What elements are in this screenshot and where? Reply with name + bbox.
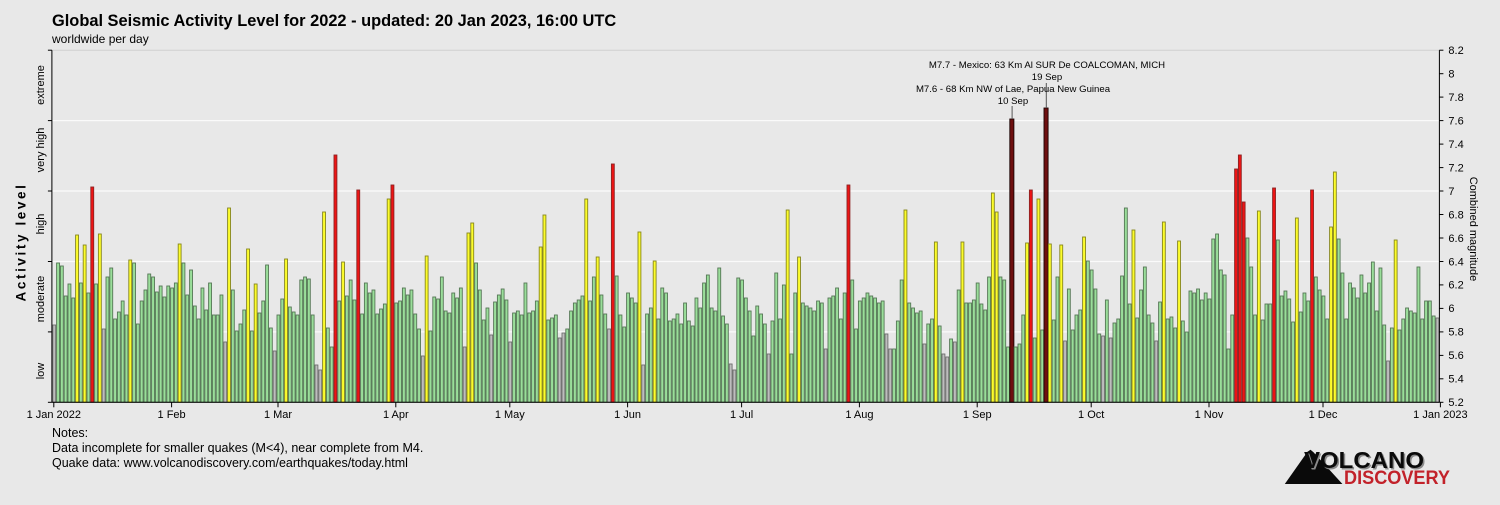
svg-text:7.8: 7.8	[1448, 92, 1463, 104]
svg-text:Data incomplete for smaller qu: Data incomplete for smaller quakes (M<4)…	[52, 441, 423, 455]
svg-text:10 Sep: 10 Sep	[998, 96, 1028, 107]
svg-text:6.2: 6.2	[1448, 280, 1463, 292]
svg-text:1 Jul: 1 Jul	[730, 409, 753, 421]
svg-text:low: low	[35, 363, 47, 380]
svg-text:1 Apr: 1 Apr	[383, 409, 409, 421]
svg-text:19 Sep: 19 Sep	[1032, 72, 1062, 83]
svg-text:1 Jun: 1 Jun	[614, 409, 641, 421]
svg-text:Combined magnitude: Combined magnitude	[1467, 177, 1479, 282]
svg-text:1 Aug: 1 Aug	[845, 409, 873, 421]
svg-text:7.6: 7.6	[1448, 115, 1463, 127]
svg-text:6.6: 6.6	[1448, 233, 1463, 245]
svg-text:Notes:: Notes:	[52, 426, 88, 440]
svg-text:Global Seismic Activity Level: Global Seismic Activity Level for 2022 -…	[52, 12, 616, 30]
svg-text:5.2: 5.2	[1448, 397, 1463, 409]
svg-text:7.2: 7.2	[1448, 162, 1463, 174]
svg-text:1 Feb: 1 Feb	[158, 409, 186, 421]
svg-text:6.8: 6.8	[1448, 209, 1463, 221]
svg-text:7.4: 7.4	[1448, 139, 1463, 151]
svg-text:Quake data: www.volcanodiscove: Quake data: www.volcanodiscovery.com/ear…	[52, 456, 408, 470]
svg-text:6.4: 6.4	[1448, 256, 1463, 268]
svg-text:5.4: 5.4	[1448, 374, 1463, 386]
svg-text:8: 8	[1448, 69, 1454, 81]
svg-text:8.2: 8.2	[1448, 45, 1463, 57]
svg-text:VOLCANO: VOLCANO	[1304, 447, 1424, 473]
svg-text:7: 7	[1448, 186, 1454, 198]
svg-text:1 May: 1 May	[495, 409, 525, 421]
svg-text:1 Sep: 1 Sep	[963, 409, 992, 421]
svg-text:DISCOVERY: DISCOVERY	[1344, 467, 1450, 489]
svg-text:5.6: 5.6	[1448, 350, 1463, 362]
svg-text:1 Jan 2023: 1 Jan 2023	[1413, 409, 1467, 421]
svg-text:very high: very high	[35, 128, 47, 173]
svg-text:5.8: 5.8	[1448, 327, 1463, 339]
svg-text:extreme: extreme	[35, 65, 47, 105]
svg-text:1 Nov: 1 Nov	[1195, 409, 1224, 421]
svg-text:1 Jan 2022: 1 Jan 2022	[27, 409, 81, 421]
svg-text:1 Dec: 1 Dec	[1309, 409, 1338, 421]
svg-text:6: 6	[1448, 303, 1454, 315]
svg-text:1 Mar: 1 Mar	[264, 409, 292, 421]
svg-text:1 Oct: 1 Oct	[1078, 409, 1104, 421]
svg-text:Activity level: Activity level	[14, 183, 29, 302]
svg-text:VOLCANO: VOLCANO	[1306, 449, 1426, 475]
svg-text:M7.7 - Mexico: 63 Km Al SUR De: M7.7 - Mexico: 63 Km Al SUR De COALCOMAN…	[929, 60, 1165, 71]
svg-text:high: high	[35, 214, 47, 235]
svg-text:M7.6 - 68 Km NW of Lae, Papua: M7.6 - 68 Km NW of Lae, Papua New Guinea	[916, 84, 1111, 95]
svg-text:moderate: moderate	[35, 276, 47, 322]
svg-text:worldwide per day: worldwide per day	[51, 32, 149, 46]
